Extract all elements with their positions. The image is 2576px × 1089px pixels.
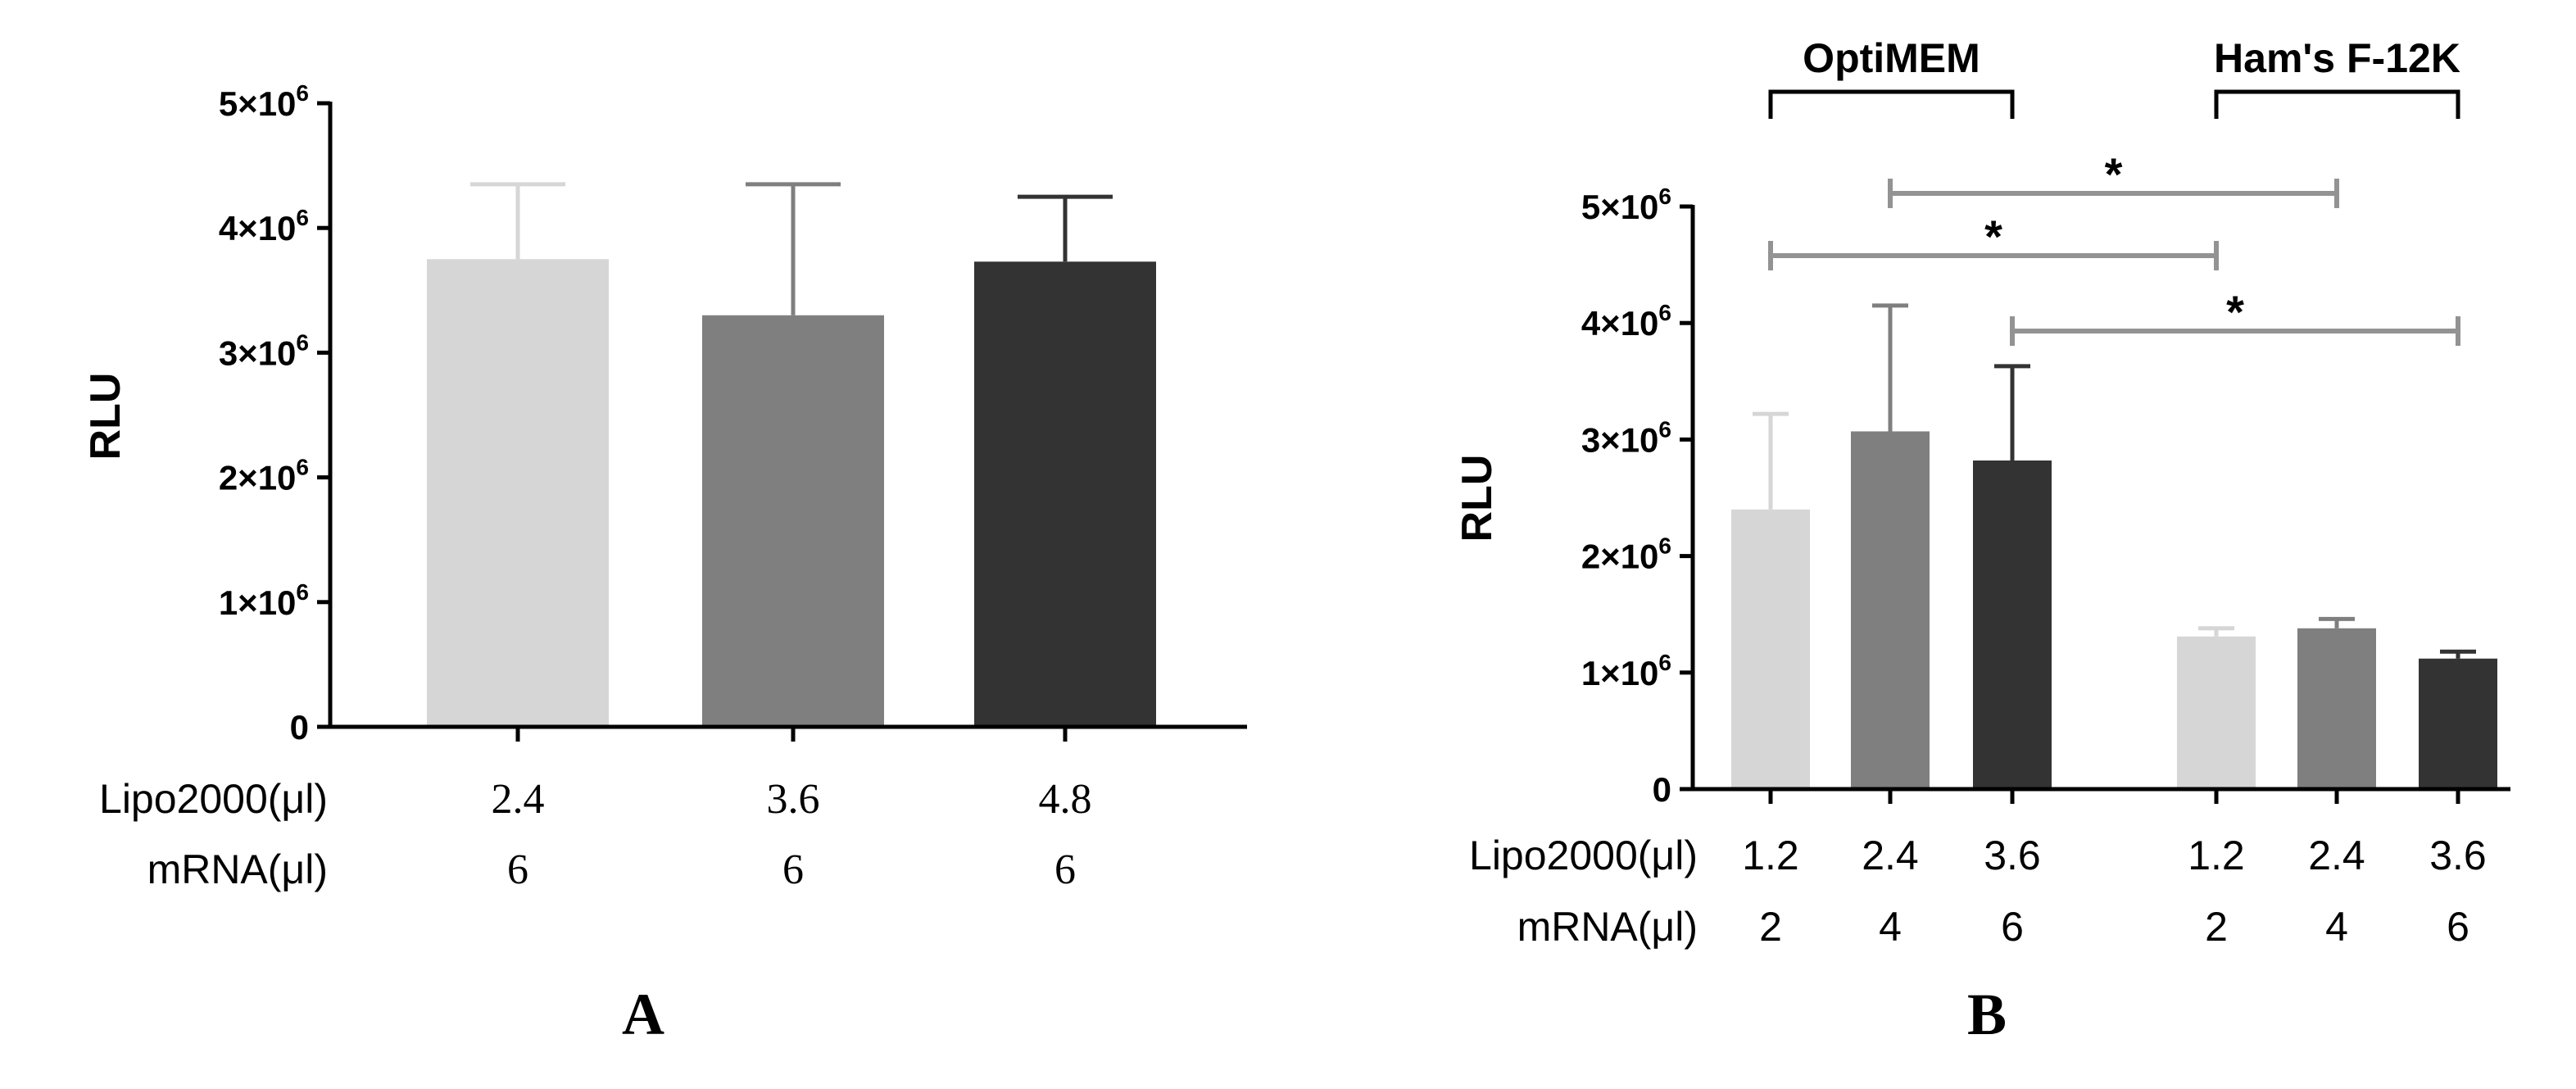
y-tick-label: 3×106 [219, 329, 309, 372]
y-tick-label: 2×106 [219, 455, 309, 497]
panel-letter: B [1967, 982, 2007, 1047]
group-label: Ham's F-12K [2214, 35, 2460, 81]
lipo-value: 3.6 [767, 776, 820, 823]
mrna-value: 4 [2325, 904, 2348, 950]
lipo-value: 4.8 [1039, 776, 1092, 823]
bar [1973, 460, 2052, 789]
group-bracket [1768, 89, 2015, 119]
bar [1731, 509, 1810, 789]
mrna-value: 6 [1054, 846, 1076, 893]
y-tick-label: 5×106 [219, 80, 309, 123]
y-tick-label: 4×106 [1581, 300, 1671, 343]
y-axis-label: RLU [82, 373, 129, 461]
bar [702, 315, 884, 727]
bar [1851, 431, 1930, 789]
y-tick-label: 4×106 [219, 205, 309, 247]
significance-star: * [2226, 286, 2244, 338]
mrna-value: 6 [782, 846, 804, 893]
mrna-value: 4 [1879, 904, 1902, 950]
panel-b: 0 1×106 2×106 3×106 4×106 5×106 RLU Lipo2000(μl… [1454, 35, 2510, 1047]
lipo-value: 2.4 [2308, 833, 2365, 878]
mrna-value: 6 [2001, 904, 2024, 950]
y-tick-label: 2×106 [1581, 533, 1671, 576]
bar [2419, 658, 2497, 789]
row-label-mrna: mRNA(μl) [147, 846, 328, 892]
significance-star: * [1984, 211, 2002, 262]
mrna-value: 6 [507, 846, 528, 893]
y-tick-label: 5×106 [1581, 184, 1671, 226]
y-tick-label: 0 [1653, 770, 1671, 809]
y-tick-label: 3×106 [1581, 416, 1671, 459]
mrna-value: 2 [1759, 904, 1782, 950]
group-bracket [2214, 89, 2460, 119]
panel-a: 0 1×106 2×106 3×106 4×106 5×106 RLU Lipo2000(μl… [82, 80, 1247, 1047]
panel-letter: A [622, 982, 664, 1047]
lipo-value: 3.6 [2429, 833, 2487, 878]
y-tick-label: 1×106 [1581, 650, 1671, 692]
bar [2177, 636, 2256, 789]
lipo-value: 1.2 [2188, 833, 2245, 878]
bar [974, 261, 1156, 727]
bar [2297, 628, 2376, 789]
significance-star: * [2105, 148, 2123, 200]
row-label-lipo: Lipo2000(μl) [1469, 833, 1698, 878]
lipo-value: 2.4 [492, 776, 545, 823]
y-tick-label: 0 [290, 708, 309, 746]
row-label-mrna: mRNA(μl) [1517, 904, 1698, 950]
y-tick-label: 1×106 [219, 579, 309, 622]
mrna-value: 2 [2205, 904, 2228, 950]
bar [427, 259, 609, 727]
group-label: OptiMEM [1803, 35, 1980, 81]
lipo-value: 3.6 [1984, 833, 2041, 878]
row-label-lipo: Lipo2000(μl) [99, 776, 328, 822]
y-axis-label: RLU [1454, 455, 1501, 542]
lipo-value: 1.2 [1742, 833, 1799, 878]
lipo-value: 2.4 [1862, 833, 1919, 878]
mrna-value: 6 [2447, 904, 2469, 950]
